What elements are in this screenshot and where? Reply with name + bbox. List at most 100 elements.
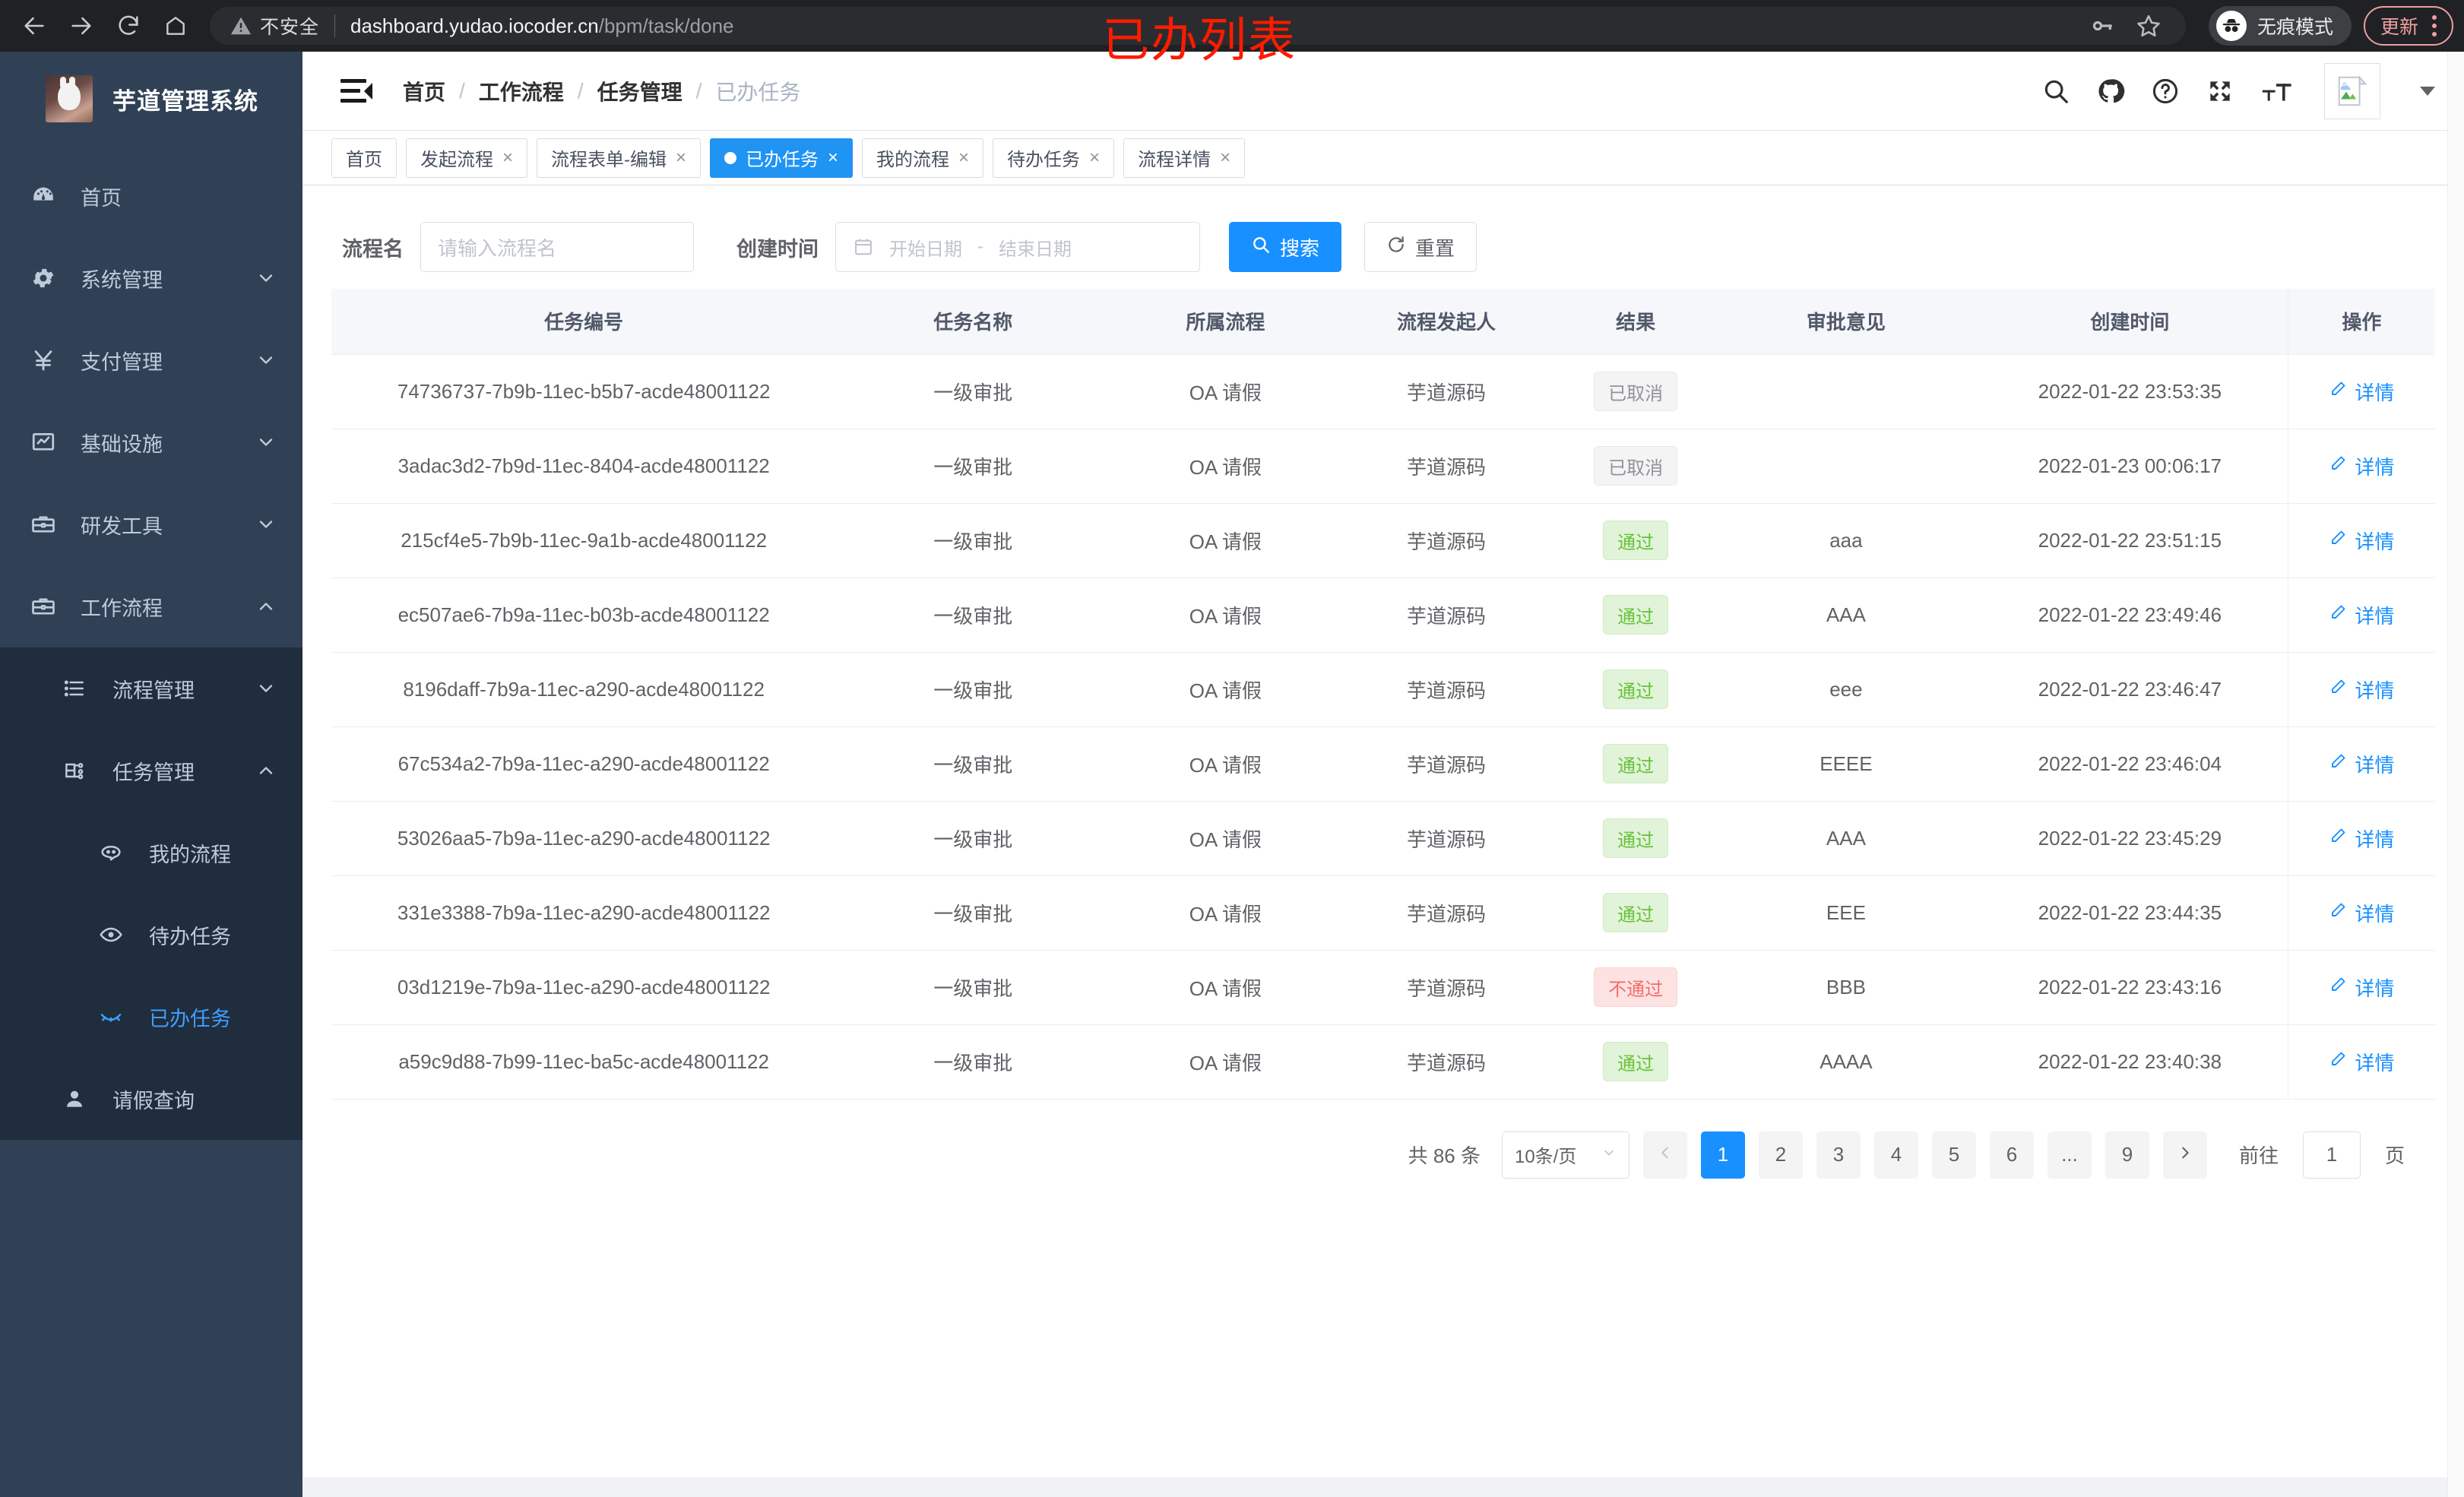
omnibox-actions [2090,13,2166,39]
tab-home[interactable]: 首页 [331,138,397,178]
date-range-picker[interactable]: 开始日期 - 结束日期 [835,222,1200,272]
sidebar-item-process-management[interactable]: 流程管理 [0,647,302,730]
col-create-time: 创建时间 [1972,289,2288,355]
detail-button[interactable]: 详情 [2329,601,2394,629]
pagination-goto-label: 前往 [2238,1144,2279,1167]
back-button[interactable] [11,2,58,49]
close-icon[interactable]: × [958,147,970,168]
pagination-prev[interactable] [1642,1131,1687,1179]
kebab-menu-icon[interactable] [2428,15,2441,36]
close-icon[interactable]: × [1220,147,1231,168]
breadcrumb: 首页 / 工作流程 / 任务管理 / 已办任务 [403,76,800,106]
pagination-page[interactable]: 3 [1816,1131,1861,1179]
sidebar-item-infrastructure[interactable]: 基础设施 [0,401,302,483]
sidebar-item-label: 首页 [81,186,122,210]
pagination-page[interactable]: 6 [1989,1131,2034,1179]
close-icon[interactable]: × [828,147,839,168]
tab-my-process[interactable]: 我的流程 × [862,138,984,178]
page-size-select[interactable]: 10条/页 [1501,1131,1629,1179]
reload-button[interactable] [105,2,152,49]
pagination-page[interactable]: 1 [1700,1131,1745,1179]
close-icon[interactable]: × [502,147,514,168]
fullscreen-icon[interactable] [2206,77,2234,106]
cell-operation: 详情 [2287,875,2435,951]
avatar[interactable] [2324,62,2380,119]
cell-result: 通过 [1551,578,1720,653]
edit-icon [2329,380,2347,404]
update-button[interactable]: 更新 [2363,6,2453,46]
detail-button[interactable]: 详情 [2329,676,2394,704]
tab-process-detail[interactable]: 流程详情 × [1123,138,1246,178]
close-icon[interactable]: × [1089,147,1101,168]
detail-button[interactable]: 详情 [2329,527,2394,555]
cell-process: OA 请假 [1110,503,1341,578]
cell-initiator: 芋道源码 [1341,950,1552,1025]
date-separator: - [977,236,983,257]
pagination-next[interactable] [2162,1131,2207,1179]
collapse-menu-icon[interactable] [340,75,372,107]
search-button[interactable]: 搜索 [1229,222,1342,272]
pagination-page[interactable]: 2 [1758,1131,1803,1179]
detail-button[interactable]: 详情 [2329,378,2394,406]
refresh-icon [1386,235,1406,260]
sidebar-item-todo-task[interactable]: 待办任务 [0,894,302,976]
tab-todo-task[interactable]: 待办任务 × [993,138,1115,178]
reset-button[interactable]: 重置 [1364,222,1477,272]
forward-button[interactable] [58,2,105,49]
pagination-page[interactable]: 5 [1931,1131,1976,1179]
breadcrumb-item[interactable]: 工作流程 [478,80,564,104]
github-icon[interactable] [2096,77,2125,106]
sidebar-logo[interactable]: 芋道管理系统 [0,52,302,146]
pagination-page[interactable]: 4 [1873,1131,1918,1179]
key-icon[interactable] [2090,14,2114,38]
close-icon[interactable]: × [676,147,687,168]
sidebar-item-my-process[interactable]: 我的流程 [0,812,302,894]
process-name-input[interactable]: 请输入流程名 [420,222,694,272]
sidebar-item-label: 支付管理 [81,350,163,374]
breadcrumb-separator: / [577,78,584,103]
tab-process-form-edit[interactable]: 流程表单-编辑 × [537,138,702,178]
sidebar-item-done-task[interactable]: 已办任务 [0,976,302,1058]
sidebar-submenu-task: 我的流程 待办任务 已办任务 [0,812,302,1058]
pagination-goto-input[interactable]: 1 [2302,1131,2361,1179]
detail-button[interactable]: 详情 [2329,1048,2394,1076]
detail-button[interactable]: 详情 [2329,899,2394,927]
detail-button[interactable]: 详情 [2329,452,2394,480]
chevron-down-icon[interactable] [2420,86,2435,96]
tab-done-task[interactable]: 已办任务 × [710,138,854,178]
help-icon[interactable] [2151,77,2180,106]
chevron-down-icon [255,267,277,289]
breadcrumb-item[interactable]: 任务管理 [597,80,683,104]
page-scrollbar[interactable] [2447,52,2464,1497]
cell-operation: 详情 [2287,578,2435,653]
search-icon[interactable] [2041,77,2070,106]
detail-button[interactable]: 详情 [2329,750,2394,778]
tab-start-process[interactable]: 发起流程 × [406,138,528,178]
cell-initiator: 芋道源码 [1341,652,1552,727]
app-page: 芋道管理系统 首页 系统管理 [0,52,2464,1497]
star-icon[interactable] [2136,13,2162,39]
detail-button[interactable]: 详情 [2329,973,2394,1002]
security-status-label: 不安全 [260,17,320,38]
cell-operation: 详情 [2287,652,2435,727]
cell-initiator: 芋道源码 [1341,429,1552,504]
sidebar-item-payment[interactable]: 支付管理 [0,319,302,401]
incognito-indicator[interactable]: 无痕模式 [2208,6,2352,46]
address-bar[interactable]: 不安全 dashboard.yudao.iocoder.cn/bpm/task/… [210,7,2186,45]
pagination-page[interactable]: 9 [2105,1131,2149,1179]
cell-operation: 详情 [2287,726,2435,802]
home-button[interactable] [152,2,199,49]
sidebar-item-home[interactable]: 首页 [0,155,302,237]
sidebar-item-leave-query[interactable]: 请假查询 [0,1058,302,1140]
chevron-down-icon [255,432,277,453]
pagination-ellipsis[interactable]: ... [2047,1131,2092,1179]
sidebar-item-task-management[interactable]: 任务管理 [0,730,302,812]
detail-button[interactable]: 详情 [2329,824,2394,853]
table-row: 215cf4e5-7b9b-11ec-9a1b-acde48001122 一级审批… [331,503,2435,578]
sidebar-item-workflow[interactable]: 工作流程 [0,565,302,647]
font-size-icon[interactable] [2260,77,2292,106]
sidebar-item-devtools[interactable]: 研发工具 [0,483,302,565]
breadcrumb-item[interactable]: 首页 [403,80,446,104]
sidebar-item-system[interactable]: 系统管理 [0,237,302,319]
table-row: 331e3388-7b9a-11ec-a290-acde48001122 一级审批… [331,875,2435,951]
